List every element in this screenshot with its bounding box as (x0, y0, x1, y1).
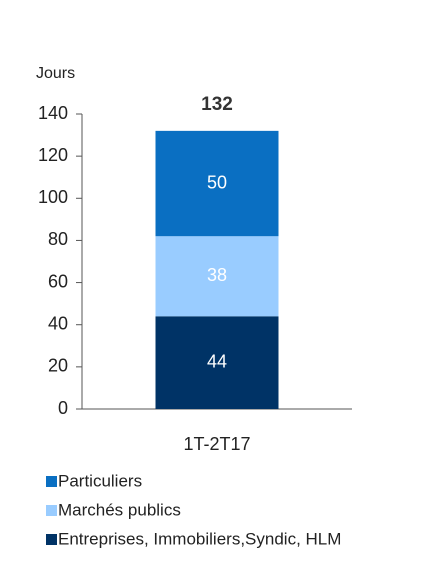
value-label: 44 (207, 351, 227, 371)
y-tick-label: 40 (48, 313, 68, 333)
y-tick-label: 60 (48, 271, 68, 291)
y-tick-label: 80 (48, 229, 68, 249)
legend-label: Particuliers (58, 471, 142, 490)
value-label: 38 (207, 265, 227, 285)
y-tick-label: 100 (38, 187, 68, 207)
legend-swatch (46, 534, 57, 545)
bar-segment (155, 316, 279, 409)
y-tick-label: 140 (38, 103, 68, 123)
y-axis-label: Jours (36, 65, 75, 82)
total-label: 132 (201, 94, 233, 115)
y-tick-label: 0 (58, 398, 68, 418)
bar-segment (155, 236, 279, 317)
legend-swatch (46, 476, 57, 487)
y-tick-label: 120 (38, 145, 68, 165)
bar-segment (155, 130, 279, 237)
legend-label: Marchés publics (58, 500, 181, 519)
x-tick-label: 1T-2T17 (183, 434, 250, 454)
legend-swatch (46, 505, 57, 516)
value-label: 50 (207, 172, 227, 192)
legend-label: Entreprises, Immobiliers,Syndic, HLM (58, 529, 341, 548)
y-tick-label: 20 (48, 356, 68, 376)
